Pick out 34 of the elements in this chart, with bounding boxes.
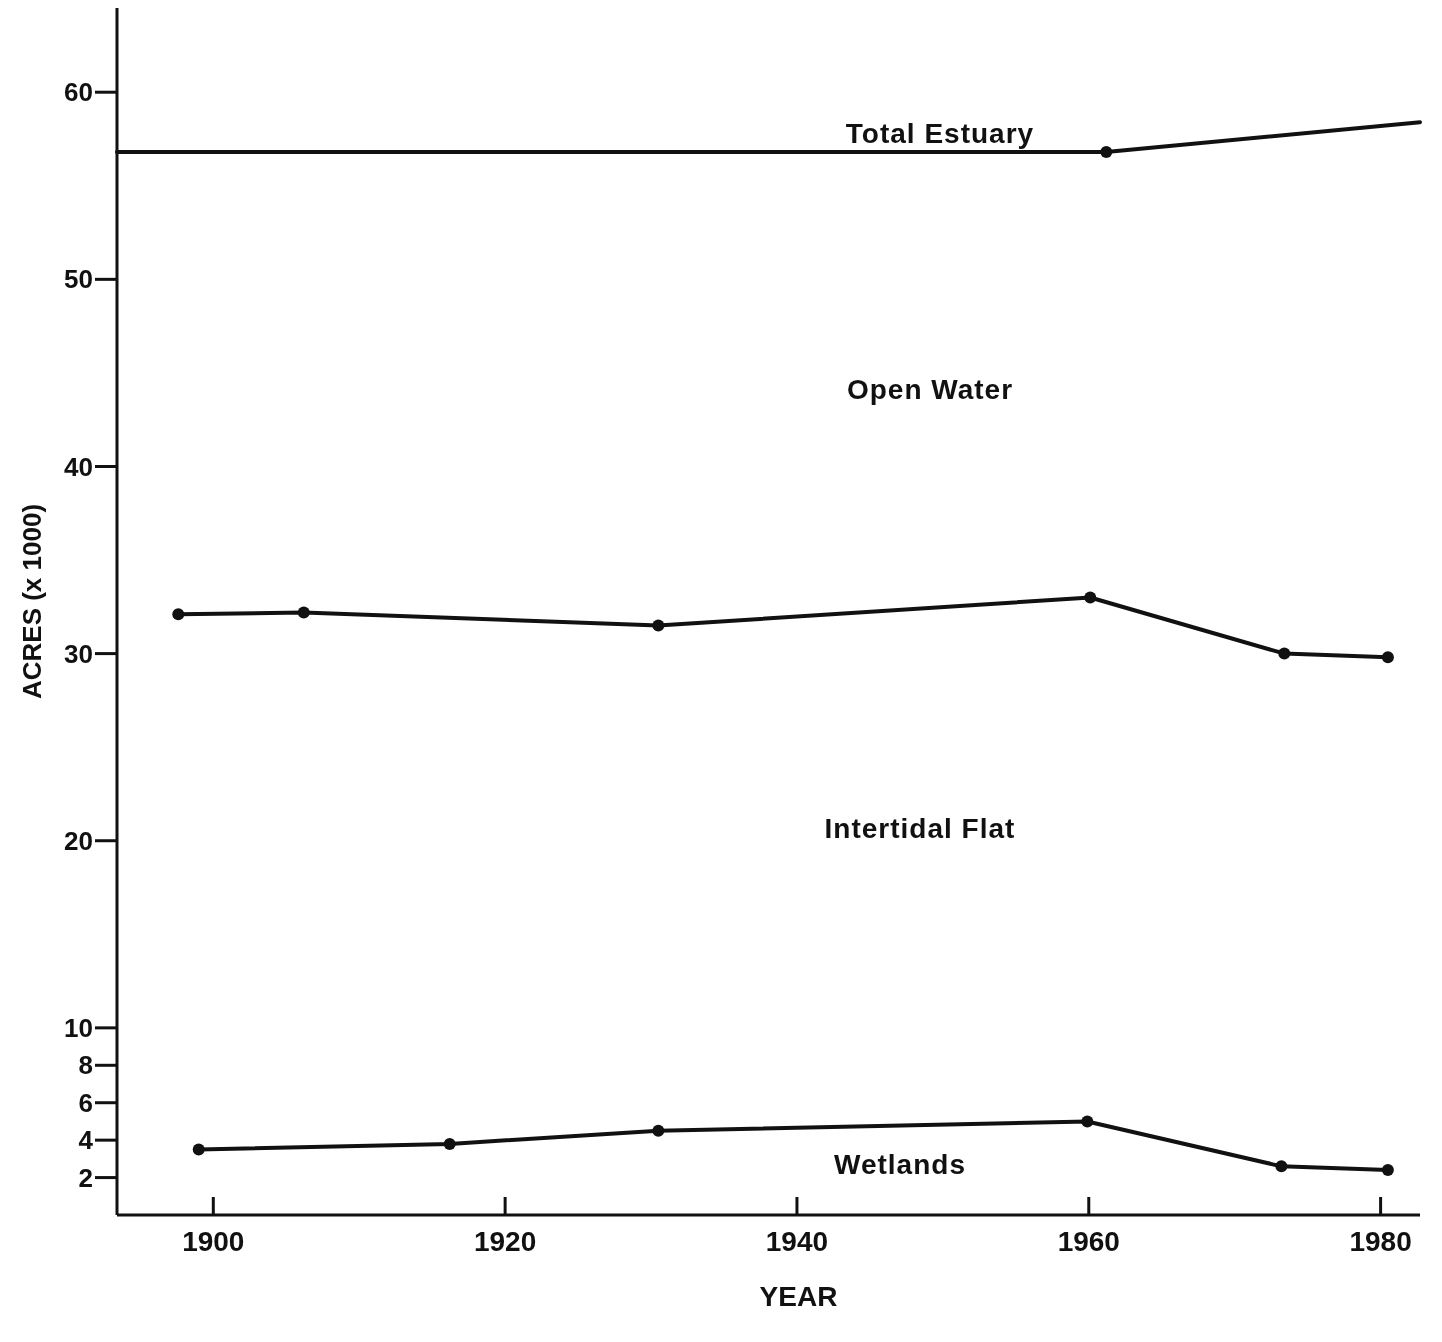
y-tick-label: 10 (64, 1012, 93, 1043)
point (1381, 1164, 1394, 1177)
x-tick-label: 1920 (473, 1226, 537, 1257)
y-tick-label: 20 (64, 825, 93, 856)
point (1381, 651, 1394, 664)
point (297, 606, 310, 619)
x-tick-label: 1960 (1057, 1226, 1120, 1257)
annotation: Total Estuary (845, 117, 1035, 149)
y-tick-label: 6 (78, 1087, 93, 1118)
y-tick-label: 4 (78, 1125, 94, 1156)
point (652, 619, 665, 632)
point (1275, 1160, 1288, 1173)
x-tick-label: 1940 (765, 1226, 829, 1257)
point (1100, 146, 1113, 159)
y-tick-label: 40 (64, 451, 93, 482)
point (1084, 591, 1097, 604)
annotation: Wetlands (834, 1148, 966, 1180)
x-axis-title: YEAR (759, 1280, 838, 1312)
x-tick-label: 1900 (182, 1226, 245, 1257)
y-tick-label: 60 (64, 77, 93, 108)
point (192, 1143, 205, 1156)
point (652, 1124, 665, 1137)
point (1278, 647, 1291, 660)
annotation: Intertidal Flat (824, 812, 1016, 844)
point (172, 608, 185, 621)
point (443, 1137, 456, 1150)
annotation: Open Water (846, 373, 1014, 405)
y-tick-label: 30 (64, 638, 93, 669)
y-axis-title: ACRES (x 1000) (17, 503, 48, 700)
y-tick-label: 50 (64, 264, 93, 295)
x-tick-label: 1980 (1349, 1226, 1412, 1257)
point (1081, 1115, 1094, 1128)
y-tick-label: 2 (78, 1162, 93, 1193)
y-tick-label: 8 (78, 1050, 93, 1081)
